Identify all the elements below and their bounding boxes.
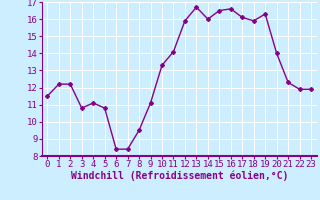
X-axis label: Windchill (Refroidissement éolien,°C): Windchill (Refroidissement éolien,°C) (70, 171, 288, 181)
